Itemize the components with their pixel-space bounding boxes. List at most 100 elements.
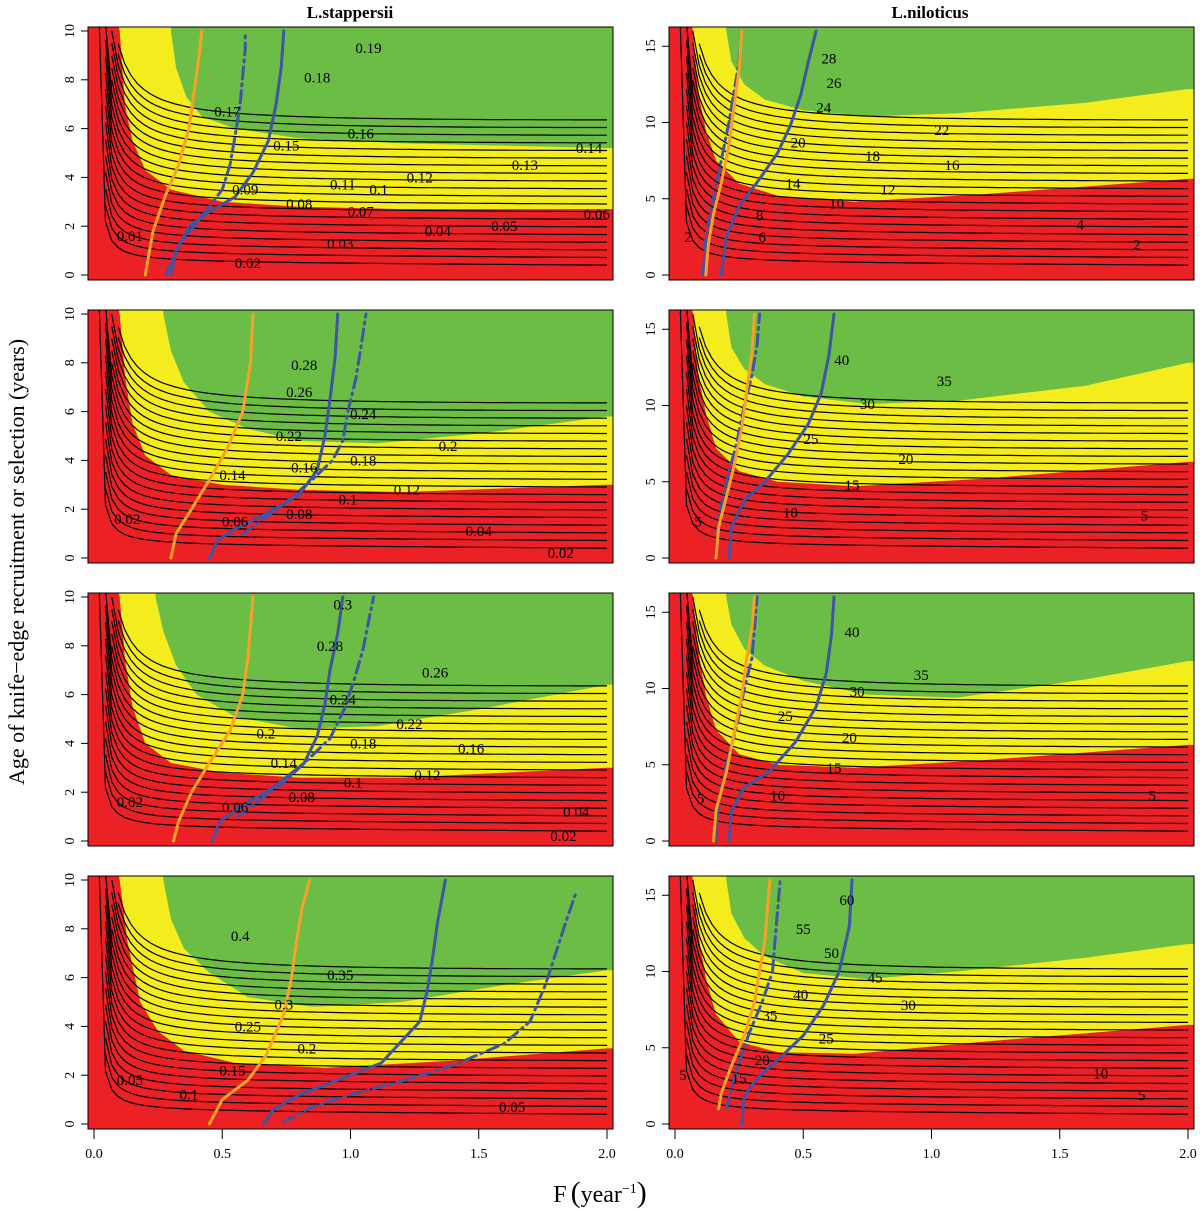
contour-line (685, 372, 1188, 488)
panel-frame (87, 26, 614, 281)
contour-line (685, 72, 1189, 197)
y-tick-label: 8 (63, 642, 78, 649)
y-tick-label: 5 (644, 1044, 659, 1051)
blue-solid-line (210, 595, 345, 843)
contour-line (111, 596, 607, 702)
contour-line (117, 609, 607, 687)
contour-line (104, 39, 608, 182)
plot-area: 0.19 0.18 0.17 0.16 0.15 0.14 0.13 0.12 0.11 0.1 0… (88, 27, 613, 280)
contour-label: 0.08 (286, 507, 312, 523)
y-tick-label: 15 (644, 39, 659, 53)
contour-label: 8 (756, 209, 764, 225)
panel-frame (87, 592, 614, 847)
contour-line (692, 350, 1188, 442)
y-tick-label: 8 (63, 76, 78, 83)
contour-label: 0.1 (344, 775, 363, 791)
y-tick-label: 15 (644, 322, 659, 336)
contour-line (685, 89, 1188, 205)
x-axis-close-paren: ) (637, 1176, 647, 1209)
y-tick-label: 15 (644, 888, 659, 902)
y-tick-label: 4 (63, 740, 78, 747)
y-tick-label: 5 (644, 478, 659, 485)
contour-line (104, 1037, 608, 1100)
y-tick-label: 6 (63, 691, 78, 698)
contour-line (685, 721, 1189, 802)
y-tick-label: 6 (63, 974, 78, 981)
contour-label: 15 (845, 478, 860, 494)
contour-line (685, 954, 1188, 1062)
contour-line (692, 892, 1188, 993)
contour-label: 0.25 (235, 1019, 261, 1035)
contour-label: 0.14 (576, 141, 603, 157)
contour-line (104, 122, 607, 220)
contour-label: 0.16 (348, 127, 375, 143)
y-tick-label: 15 (644, 605, 659, 619)
contour-line (104, 771, 607, 825)
contour-label: 0.12 (407, 170, 433, 186)
orange-line (704, 29, 744, 277)
contour-line (105, 876, 607, 1023)
blue-solid-line (261, 878, 447, 1126)
contour-line (692, 55, 1188, 152)
contour-line (685, 455, 1188, 526)
x-axis-label: F (year−1) (553, 1176, 647, 1209)
contour-label: 0.12 (414, 768, 440, 784)
contour-label: 24 (816, 100, 832, 116)
x-tick-label: 0.5 (795, 1147, 813, 1162)
contour-line (104, 1004, 608, 1085)
y-tick-label: 2 (63, 223, 78, 230)
contour-line (692, 363, 1188, 450)
contour-line (117, 54, 607, 129)
contour-line (105, 27, 607, 174)
contour-line (685, 438, 1189, 519)
contour-line (104, 954, 607, 1062)
contour-label: 40 (834, 353, 849, 369)
contour-line (104, 1054, 607, 1108)
contour-line (685, 988, 1188, 1077)
y-tick-label: 0 (63, 1121, 78, 1128)
contour-label: 6 (758, 230, 766, 246)
contour-label: 10 (783, 505, 798, 521)
y-tick-label: 10 (644, 116, 659, 130)
contour-line (104, 671, 607, 779)
contour-label: 25 (803, 432, 818, 448)
blue-dashdot-line (724, 878, 782, 1111)
contour-label: 0.06 (222, 800, 249, 816)
contour-line (104, 188, 608, 251)
x-tick-label: 0.0 (666, 1147, 684, 1162)
contour-line (685, 605, 1189, 748)
contour-line (111, 326, 607, 427)
contour-line (692, 904, 1188, 1001)
contour-label: 2 (684, 230, 692, 246)
contour-line (692, 313, 1188, 419)
y-tick-label: 10 (644, 965, 659, 979)
y-tick-label: 2 (63, 789, 78, 796)
contour-label: 0.1 (369, 183, 388, 199)
contour-line (104, 355, 608, 480)
contour-label: 0.28 (317, 639, 343, 655)
y-tick-label: 8 (63, 925, 78, 932)
contour-line (698, 892, 1188, 970)
y-tick-label: 0 (63, 555, 78, 562)
contour-label: 0.11 (330, 178, 356, 194)
contour-label: 0.1 (180, 1088, 199, 1104)
contour-line (98, 27, 608, 266)
contour-label: 0.12 (394, 483, 420, 499)
contour-label: 0.2 (298, 1041, 317, 1057)
contour-labels: 40 35 30 25 20 15 10 5 5 (694, 353, 1148, 531)
plot-area: 0.4 0.35 0.3 0.25 0.2 0.15 0.1 0.05 0.05 (88, 876, 613, 1129)
contour-line (685, 1054, 1188, 1108)
contour-line (685, 339, 1188, 473)
contour-line (104, 172, 607, 243)
blue-dashdot-line (241, 312, 368, 536)
contour-line (685, 905, 1188, 1039)
contour-label: 22 (934, 123, 949, 139)
contour-line (685, 56, 1188, 190)
y-tick-label: 10 (644, 682, 659, 696)
contour-label: 0.06 (584, 207, 611, 223)
contour-label: 0.14 (219, 468, 246, 484)
contour-line (685, 638, 1189, 763)
contour-label: 0.17 (214, 105, 241, 121)
